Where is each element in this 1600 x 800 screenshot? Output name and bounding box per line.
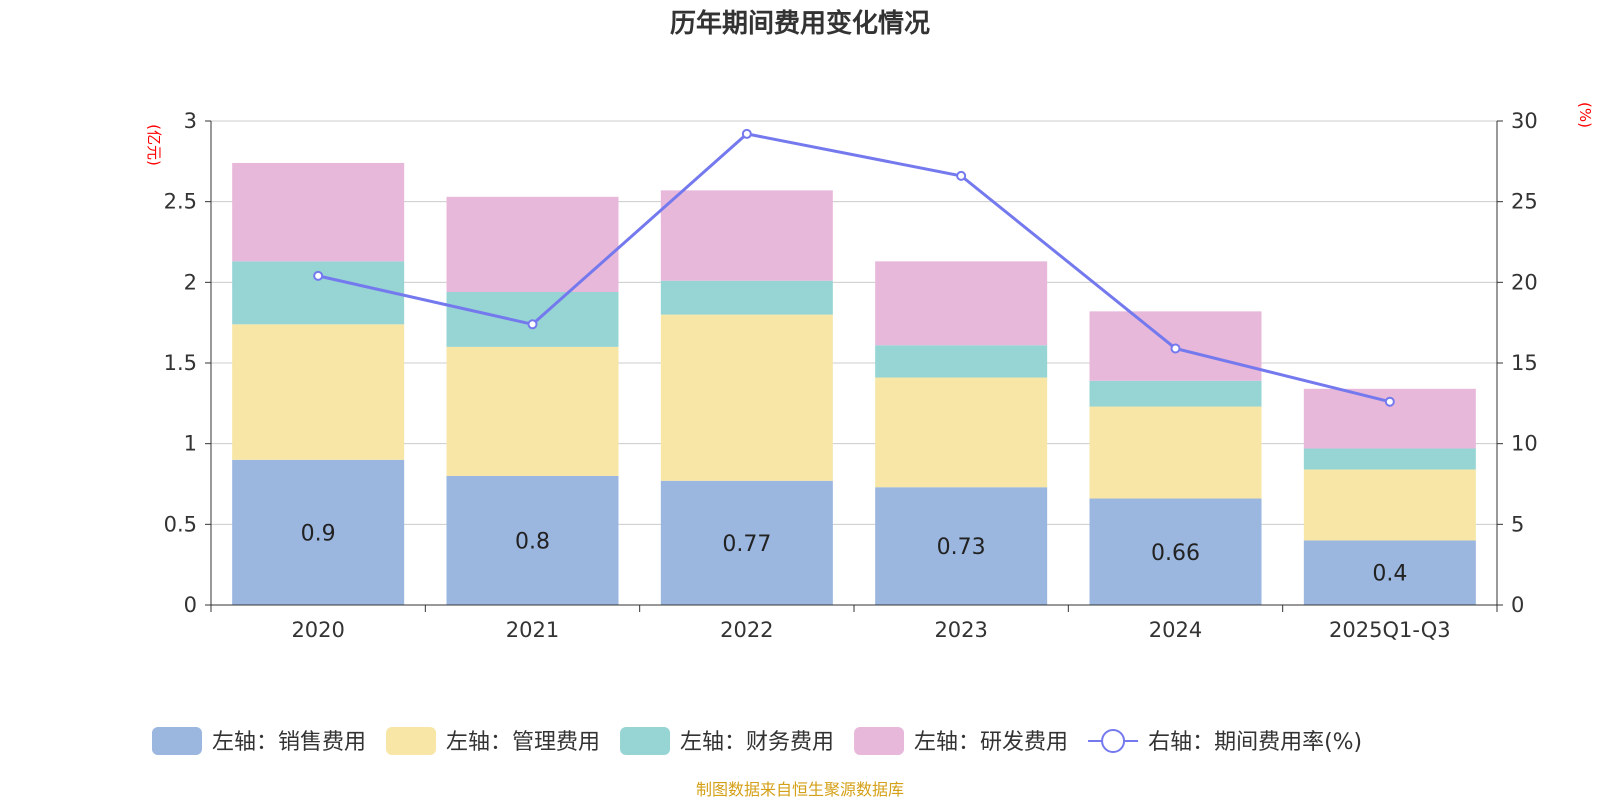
left-axis-tick-label: 1	[184, 432, 197, 456]
left-axis-tick-label: 1.5	[164, 351, 197, 375]
bar-segment	[875, 261, 1048, 346]
bar-segment	[1303, 540, 1476, 605]
legend-swatch	[854, 727, 905, 755]
rate-point	[956, 170, 967, 181]
bar-segment	[446, 346, 619, 476]
legend-swatch	[620, 727, 671, 755]
bars-layer: 0.9 0.8 0.77 0.73 0.66 0.4	[232, 162, 1476, 605]
x-axis-tick-label: 2024	[1149, 618, 1202, 642]
right-axis-tick-label: 0	[1511, 593, 1524, 617]
source-note: 制图数据来自恒生聚源数据库	[696, 780, 904, 799]
x-axis-tick-label: 2022	[720, 618, 773, 642]
rate-point	[741, 128, 752, 139]
bar-segment	[660, 314, 833, 481]
legend-label: 右轴：期间费用率(%)	[1148, 730, 1362, 755]
x-axis-tick-label: 2023	[934, 618, 987, 642]
right-axis-tick-label: 15	[1511, 351, 1538, 375]
left-axis-unit: (亿元)	[145, 124, 163, 166]
chart-title: 历年期间费用变化情况	[670, 8, 930, 39]
bar-segment	[1089, 380, 1262, 407]
legend-label: 左轴：管理费用	[446, 730, 600, 755]
bar-segment	[232, 324, 405, 460]
bar-segment	[660, 190, 833, 281]
left-axis-tick-label: 0.5	[164, 512, 197, 536]
bar-data-label: 0.77	[722, 532, 771, 557]
rate-line	[317, 132, 1391, 404]
rate-point	[1384, 396, 1395, 407]
bar-data-label: 0.8	[515, 529, 550, 554]
legend-swatch	[152, 727, 202, 755]
legend-label: 左轴：研发费用	[914, 730, 1068, 755]
rate-point	[527, 319, 538, 330]
legend-label: 左轴：财务费用	[680, 730, 834, 755]
right-axis-tick-label: 25	[1511, 190, 1538, 214]
bar-segment	[1089, 406, 1262, 499]
gridlines	[211, 120, 1497, 525]
bar-segment	[446, 196, 619, 293]
bar-segment	[660, 480, 833, 605]
legend-swatch	[386, 727, 437, 755]
line-layer	[313, 128, 1395, 407]
right-axis-tick-label: 10	[1511, 432, 1538, 456]
legend: 左轴：销售费用 左轴：管理费用 左轴：财务费用 左轴：研发费用 右轴：期间费用率(%)	[152, 727, 1362, 755]
legend-line-marker	[1101, 729, 1126, 753]
rate-point	[1170, 343, 1181, 354]
rate-point	[313, 270, 324, 281]
right-axis-tick-label: 20	[1511, 270, 1538, 294]
right-axis-tick-label: 30	[1511, 109, 1538, 133]
bar-data-label: 0.73	[937, 535, 986, 560]
bar-segment	[1089, 498, 1262, 605]
x-axis-tick-label: 2020	[291, 618, 344, 642]
bar-segment	[232, 162, 405, 262]
left-axis-tick-label: 2	[184, 270, 197, 294]
bar-segment	[875, 377, 1048, 488]
bar-segment	[1303, 448, 1476, 470]
bar-data-label: 0.9	[301, 521, 336, 546]
left-axis-tick-label: 3	[184, 109, 197, 133]
bar-segment	[232, 261, 405, 325]
legend-label: 左轴：销售费用	[212, 730, 366, 755]
bar-segment	[1303, 469, 1476, 541]
x-axis-tick-label: 2025Q1-Q3	[1329, 618, 1451, 642]
x-axis-tick-label: 2021	[506, 618, 559, 642]
bar-segment	[232, 459, 405, 605]
left-axis-tick-label: 0	[184, 593, 197, 617]
bar-data-label: 0.66	[1151, 541, 1200, 566]
bar-segment	[875, 345, 1048, 378]
right-axis-tick-label: 5	[1511, 512, 1524, 536]
bar-data-label: 0.4	[1372, 562, 1407, 587]
right-axis-unit: (%)	[1576, 102, 1594, 128]
bar-segment	[446, 475, 619, 605]
left-axis-tick-label: 2.5	[164, 190, 197, 214]
bar-segment	[660, 280, 833, 315]
bar-segment	[875, 487, 1048, 605]
